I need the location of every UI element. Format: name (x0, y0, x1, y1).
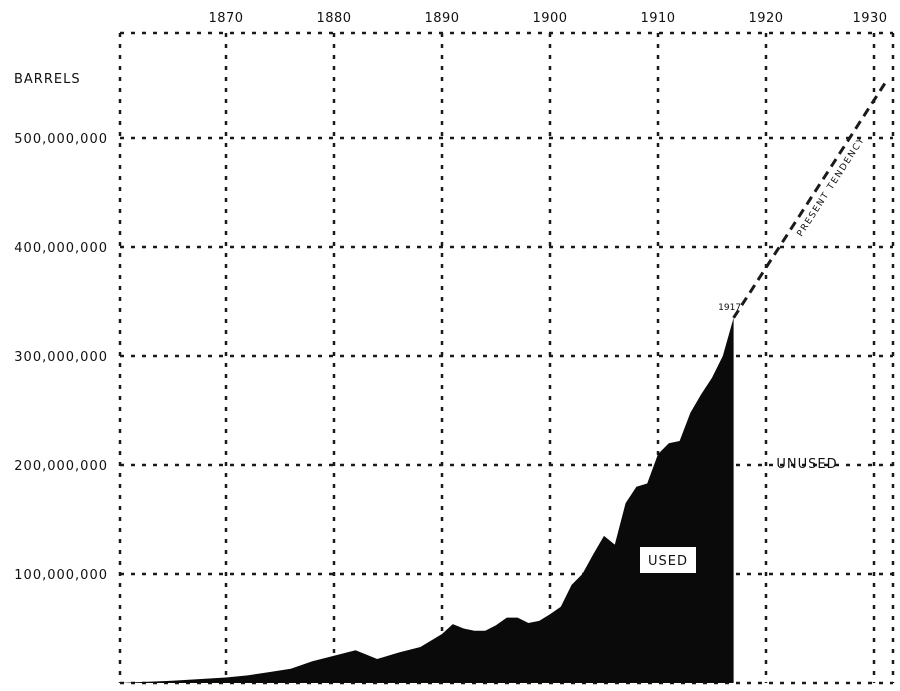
x-tick-label-1890: 1890 (424, 11, 459, 26)
x-tick-label-1880: 1880 (316, 11, 351, 26)
unused-label: UNUSED (776, 457, 837, 472)
present-tendency-line (732, 82, 887, 319)
grid (118, 31, 895, 685)
y-tick-label-2: 300,000,000 (14, 350, 108, 365)
x-tick-label-1910: 1910 (640, 11, 675, 26)
y-tick-label-3: 400,000,000 (14, 241, 108, 256)
y-tick-label-1: 200,000,000 (14, 459, 108, 474)
used-area-layer (118, 317, 734, 683)
y-axis-label: BARRELS (14, 72, 81, 87)
labels-layer: BARRELS 1870 1880 1890 1900 1910 1920 1930 100,… (14, 11, 887, 583)
tendency-layer (732, 82, 887, 319)
used-area (118, 317, 734, 683)
x-tick-label-1870: 1870 (208, 11, 243, 26)
x-tick-label-1930: 1930 (852, 11, 887, 26)
present-tendency-label: PRESENT TENDENCY (796, 135, 868, 239)
x-tick-label-1900: 1900 (532, 11, 567, 26)
used-label: USED (648, 554, 688, 569)
y-tick-label-4: 500,000,000 (14, 132, 108, 147)
year-1917-label: 1917 (718, 303, 741, 313)
y-tick-label-0: 100,000,000 (14, 568, 108, 583)
x-tick-label-1920: 1920 (748, 11, 783, 26)
used-label-box (640, 547, 696, 573)
